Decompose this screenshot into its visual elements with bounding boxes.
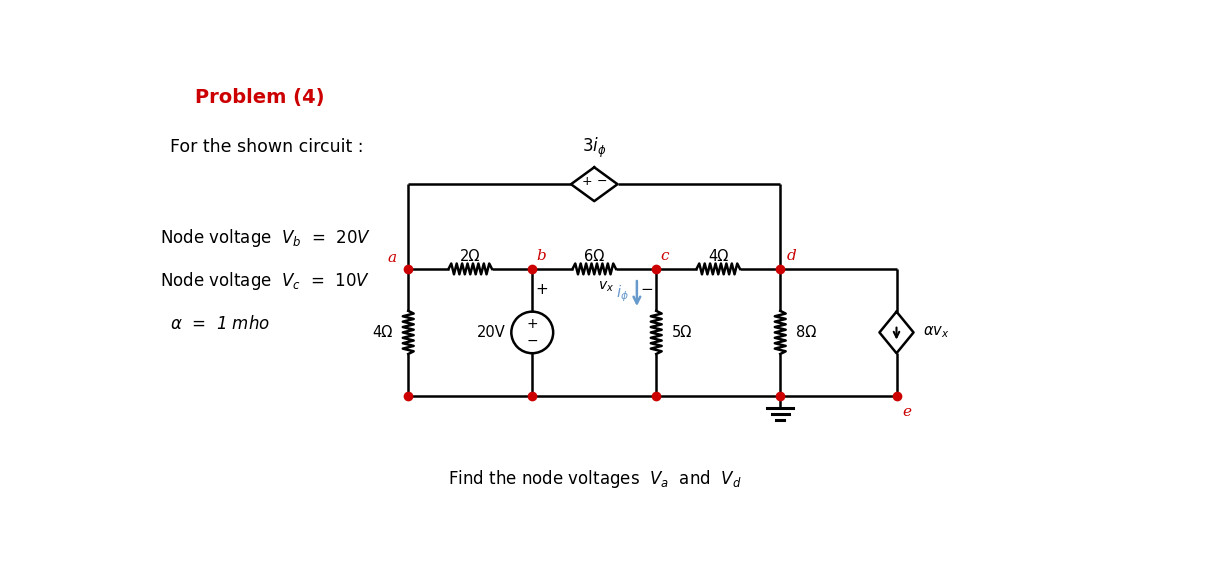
- Text: e: e: [903, 405, 911, 419]
- Text: $3i_\phi$: $3i_\phi$: [582, 135, 606, 160]
- Text: 4Ω: 4Ω: [372, 325, 393, 340]
- Text: 20V: 20V: [476, 325, 505, 340]
- Text: $\alpha v_x$: $\alpha v_x$: [922, 325, 949, 340]
- Text: −: −: [527, 334, 538, 348]
- Text: $i_\phi$: $i_\phi$: [616, 283, 630, 304]
- Text: +: +: [536, 282, 548, 297]
- Text: c: c: [660, 249, 669, 263]
- Text: 2Ω: 2Ω: [460, 249, 481, 264]
- Text: $\alpha$  =  1 mho: $\alpha$ = 1 mho: [170, 315, 270, 333]
- Text: +: +: [581, 175, 592, 188]
- Text: b: b: [536, 249, 545, 263]
- Text: −: −: [597, 175, 608, 188]
- Text: 6Ω: 6Ω: [584, 249, 604, 264]
- Text: Node voltage  $V_c$  =  10$V$: Node voltage $V_c$ = 10$V$: [160, 270, 371, 292]
- Text: d: d: [787, 249, 797, 263]
- Text: For the shown circuit :: For the shown circuit :: [170, 138, 364, 156]
- Text: Problem (4): Problem (4): [195, 88, 325, 107]
- Text: Find the node voltages  $V_a$  and  $V_d$: Find the node voltages $V_a$ and $V_d$: [448, 468, 741, 490]
- Text: a: a: [388, 251, 396, 265]
- Text: 5Ω: 5Ω: [672, 325, 692, 340]
- Text: Node voltage  $V_b$  =  20$V$: Node voltage $V_b$ = 20$V$: [160, 226, 371, 248]
- Text: 4Ω: 4Ω: [708, 249, 728, 264]
- Text: 8Ω: 8Ω: [795, 325, 816, 340]
- Text: $v_x$: $v_x$: [598, 280, 614, 294]
- Text: +: +: [527, 317, 538, 331]
- Text: −: −: [640, 282, 654, 297]
